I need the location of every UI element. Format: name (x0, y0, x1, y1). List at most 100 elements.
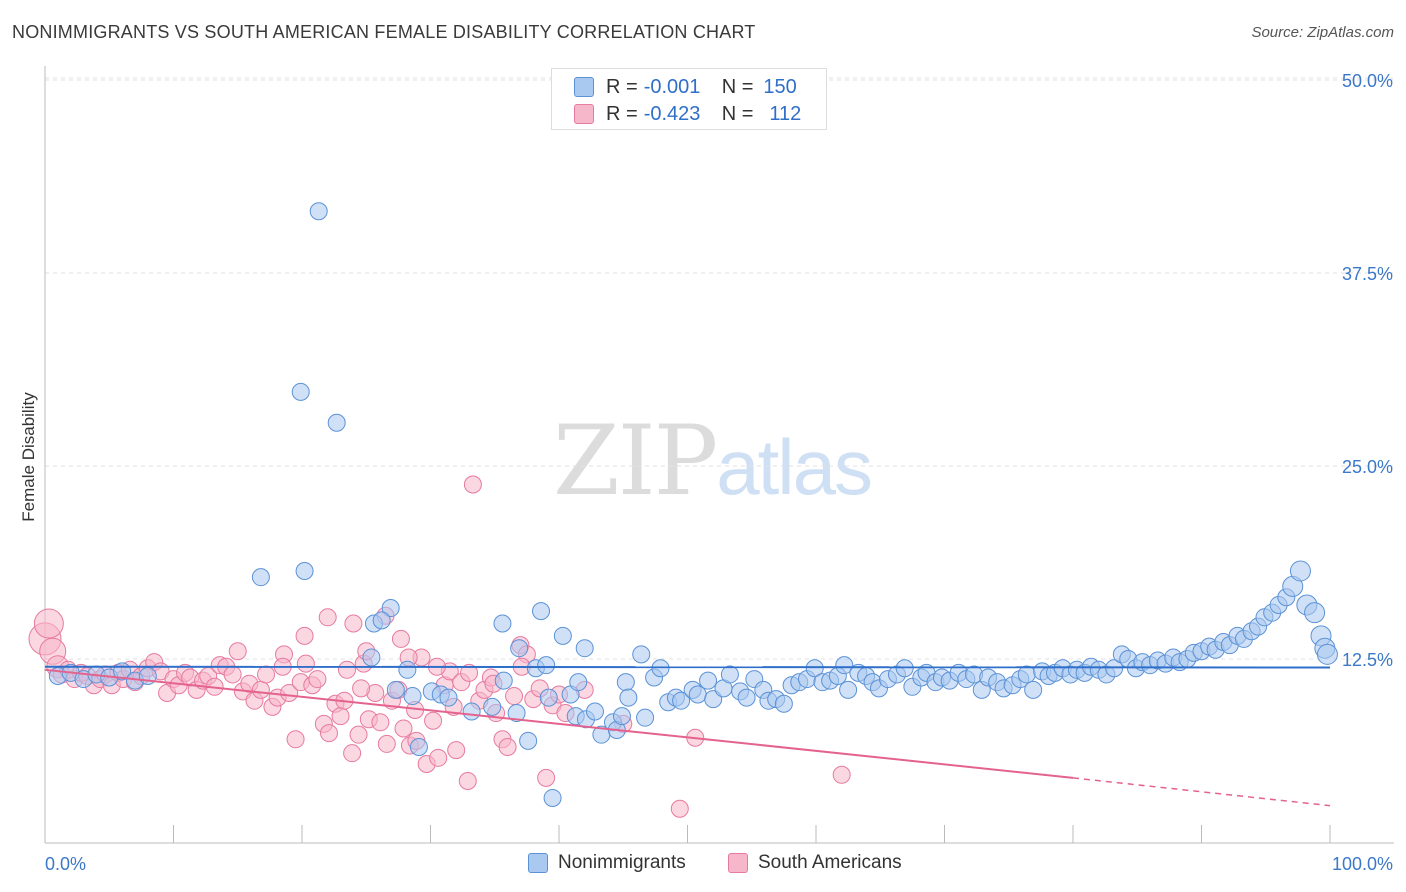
legend-row-south-americans: R = -0.423 N = 112 (574, 102, 801, 126)
south-americans-point (537, 768, 556, 787)
nonimmigrants-point (612, 707, 631, 726)
n-label: N = (721, 102, 754, 125)
south-americans-point (286, 730, 305, 749)
series-legend: Nonimmigrants South Americans (0, 852, 1406, 880)
blue-swatch (574, 77, 594, 97)
south-americans-point (337, 660, 356, 679)
south-americans-point (505, 687, 524, 706)
x-tick-label: 100.0% (1332, 854, 1393, 874)
nonimmigrants-point (409, 738, 428, 757)
nonimmigrants-point (537, 656, 556, 675)
south-americans-point (280, 683, 299, 702)
r-label: R = (606, 75, 638, 98)
south-americans-point (223, 665, 242, 684)
nonimmigrants-point (651, 659, 670, 678)
pink-swatch (574, 104, 594, 124)
nonimmigrants-point (403, 687, 422, 706)
watermark: ZIPatlas (553, 405, 873, 517)
n-value: 150 (763, 75, 797, 98)
y-tick-label: 37.5% (1342, 264, 1393, 284)
nonimmigrants-point (519, 731, 538, 750)
south-americans-point (318, 608, 337, 627)
nonimmigrants-point (1304, 602, 1326, 624)
south-americans-point (352, 679, 371, 698)
south-americans-point (498, 738, 517, 757)
south-americans-point (391, 629, 410, 648)
blue-swatch (528, 853, 548, 873)
watermark-atlas: atlas (716, 423, 873, 511)
nonimmigrants-point (386, 680, 405, 699)
nonimmigrants-point (327, 413, 346, 432)
south-americans-trend-line (44, 668, 1074, 779)
nonimmigrants-point (553, 626, 572, 645)
nonimmigrants-point (1289, 560, 1311, 582)
nonimmigrants-point (585, 702, 604, 721)
axes (44, 66, 1394, 844)
n-value: 112 (769, 102, 802, 125)
nonimmigrants-point (372, 611, 391, 630)
trend-lines (44, 665, 1331, 807)
nonimmigrants-point (483, 697, 502, 716)
nonimmigrants-point (774, 694, 793, 713)
nonimmigrants-point (362, 648, 381, 667)
south-americans-point (447, 741, 466, 760)
y-axis-label: Female Disability (19, 392, 38, 522)
gridlines (45, 77, 1394, 660)
nonimmigrants-point (805, 659, 824, 678)
south-americans-trend-extension (1072, 777, 1331, 807)
south-americans-point (228, 642, 247, 661)
nonimmigrants-point (575, 639, 594, 658)
nonimmigrants-point (251, 568, 270, 587)
nonimmigrants-point (439, 688, 458, 707)
nonimmigrants-point (619, 688, 638, 707)
south-americans-point (670, 799, 689, 818)
r-value: -0.001 (643, 75, 701, 98)
legend-row-nonimmigrants: R = -0.001 N = 150 (574, 75, 797, 99)
nonimmigrants-trend-line (44, 665, 1331, 669)
south-americans-point (463, 475, 482, 494)
nonimmigrants-point (291, 382, 310, 401)
tick-labels: 12.5% 25.0% 37.5% 50.0% 0.0% 100.0% Female Dis… (19, 71, 1393, 874)
x-tick-label: 0.0% (45, 854, 86, 874)
legend-label: South Americans (758, 852, 902, 873)
legend-item-nonimmigrants[interactable]: Nonimmigrants (528, 852, 686, 874)
nonimmigrants-point (532, 602, 551, 621)
nonimmigrants-points (48, 202, 1338, 807)
nonimmigrants-point (737, 688, 756, 707)
r-label: R = (606, 102, 638, 125)
south-americans-points (28, 475, 851, 818)
south-americans-point (429, 748, 448, 767)
n-label: N = (721, 75, 754, 98)
south-americans-point (377, 734, 396, 753)
r-value: -0.423 (643, 102, 701, 125)
watermark-zip: ZIP (553, 405, 718, 517)
correlation-legend: R = -0.001 N = 150 R = -0.423 N = 112 (551, 68, 827, 130)
nonimmigrants-point (309, 202, 328, 221)
south-americans-point (331, 707, 350, 726)
south-americans-point (344, 614, 363, 633)
nonimmigrants-point (616, 673, 635, 692)
nonimmigrants-point (699, 671, 718, 690)
nonimmigrants-point (1017, 665, 1036, 684)
south-americans-point (832, 765, 851, 784)
y-tick-label: 25.0% (1342, 457, 1393, 477)
south-americans-point (458, 771, 477, 790)
nonimmigrants-point (569, 673, 588, 692)
nonimmigrants-point (1024, 680, 1043, 699)
y-tick-label: 50.0% (1342, 71, 1393, 91)
legend-item-south-americans[interactable]: South Americans (728, 852, 902, 874)
nonimmigrants-point (895, 659, 914, 678)
nonimmigrants-point (632, 645, 651, 664)
nonimmigrants-point (398, 660, 417, 679)
chart-title: NONIMMIGRANTS VS SOUTH AMERICAN FEMALE D… (12, 22, 756, 42)
nonimmigrants-point (688, 685, 707, 704)
nonimmigrants-point (543, 788, 562, 807)
y-tick-label: 12.5% (1342, 650, 1393, 670)
nonimmigrants-point (507, 704, 526, 723)
south-americans-point (33, 608, 64, 639)
south-americans-point (319, 724, 338, 743)
nonimmigrants-point (636, 708, 655, 727)
south-americans-point (343, 744, 362, 763)
nonimmigrants-point (720, 665, 739, 684)
pink-swatch (728, 853, 748, 873)
